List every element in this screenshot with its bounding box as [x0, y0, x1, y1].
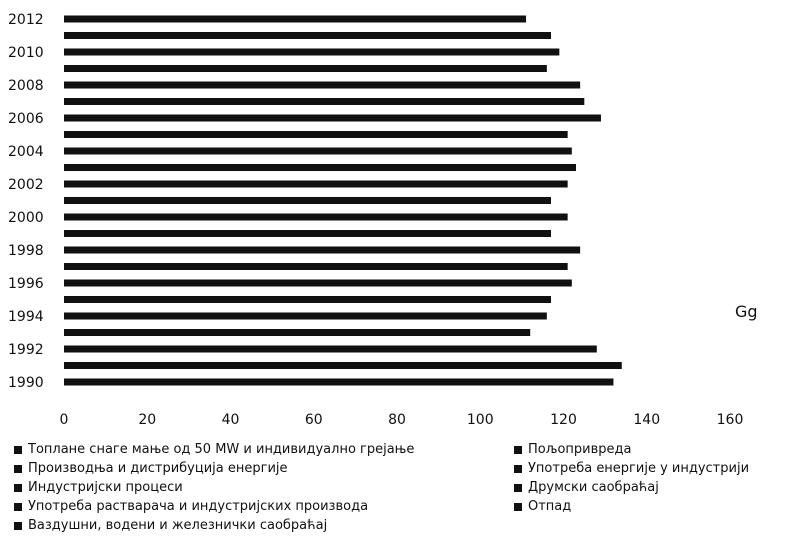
legend-item: Употреба енергије у индустрији [514, 459, 784, 478]
legend-item: Ваздушни, водени и железнички саобраћај [14, 516, 514, 535]
legend-swatch [514, 464, 522, 473]
bar-1990 [64, 378, 614, 386]
y-tick-label: 1994 [8, 309, 44, 325]
legend-swatch [514, 445, 522, 454]
y-tick-label: 2000 [8, 210, 44, 226]
y-tick-label: 2002 [8, 177, 44, 193]
bar-1998 [64, 246, 581, 254]
legend-item: Индустријски процеси [14, 478, 514, 497]
unit-label: Gg [735, 302, 758, 321]
bar-2002 [64, 180, 568, 188]
y-tick-label: 1998 [8, 243, 44, 259]
x-tick-label: 140 [633, 412, 660, 428]
legend-swatch [14, 521, 22, 530]
legend-label: Ваздушни, водени и железнички саобраћај [28, 518, 328, 533]
bar-1995 [64, 296, 552, 303]
legend-label: Индустријски процеси [28, 480, 183, 495]
bar-2003 [64, 164, 576, 171]
y-tick-label: 2010 [8, 45, 44, 61]
legend-item: Отпад [514, 497, 784, 516]
x-tick-label: 0 [60, 412, 69, 428]
legend-item: Топлане снаге мање од 50 MW и индивидуал… [14, 440, 514, 459]
x-tick-label: 100 [467, 412, 494, 428]
legend-item: Пољопривреда [514, 440, 784, 459]
x-tick-label: 120 [550, 412, 577, 428]
legend: Топлане снаге мање од 50 MW и индивидуал… [14, 440, 788, 535]
bar-group [64, 15, 622, 386]
bar-1993 [64, 329, 531, 336]
legend-label: Употреба енергије у индустрији [528, 461, 750, 476]
y-tick-label: 1996 [8, 276, 44, 292]
bar-2010 [64, 48, 560, 56]
legend-item: Употреба растварача и индустријских прои… [14, 497, 514, 516]
bar-2005 [64, 131, 568, 138]
y-axis-labels: 2012 2010 2008 2006 2004 2002 2000 1998 1996 1994… [8, 12, 44, 391]
bar-2008 [64, 81, 581, 89]
legend-swatch [14, 464, 22, 473]
y-tick-label: 2012 [8, 12, 44, 28]
legend-item: Производња и дистрибуција енергије [14, 459, 514, 478]
bar-1994 [64, 312, 547, 320]
bar-1992 [64, 345, 597, 353]
x-tick-label: 40 [222, 412, 240, 428]
x-tick-label: 80 [388, 412, 406, 428]
y-tick-label: 2006 [8, 111, 44, 127]
bar-2006 [64, 114, 601, 122]
legend-swatch [14, 502, 22, 511]
bar-2000 [64, 213, 568, 221]
bar-1997 [64, 263, 568, 270]
bar-2007 [64, 98, 585, 105]
y-tick-label: 1990 [8, 375, 44, 391]
legend-swatch [514, 502, 522, 511]
legend-swatch [514, 483, 522, 492]
y-tick-label: 2004 [8, 144, 44, 160]
bar-1999 [64, 230, 552, 237]
x-axis-labels: 0 20 40 60 80 100 120 140 160 [60, 412, 744, 428]
bar-2012 [64, 15, 527, 23]
y-tick-label: 1992 [8, 342, 44, 358]
x-tick-label: 60 [305, 412, 323, 428]
bar-1991 [64, 362, 622, 369]
legend-label: Топлане снаге мање од 50 MW и индивидуал… [28, 442, 415, 457]
bar-2004 [64, 147, 572, 155]
bar-2001 [64, 197, 552, 204]
bar-1996 [64, 279, 572, 287]
legend-label: Употреба растварача и индустријских прои… [28, 499, 369, 514]
bar-2011 [64, 32, 552, 39]
bar-2009 [64, 65, 547, 72]
y-tick-label: 2008 [8, 78, 44, 94]
legend-swatch [14, 445, 22, 454]
legend-label: Пољопривреда [528, 442, 632, 457]
legend-label: Друмски саобраћај [528, 480, 659, 495]
legend-swatch [14, 483, 22, 492]
x-tick-label: 160 [717, 412, 744, 428]
legend-item: Друмски саобраћај [514, 478, 784, 497]
x-tick-label: 20 [138, 412, 156, 428]
legend-label: Производња и дистрибуција енергије [28, 461, 288, 476]
legend-label: Отпад [528, 499, 572, 514]
